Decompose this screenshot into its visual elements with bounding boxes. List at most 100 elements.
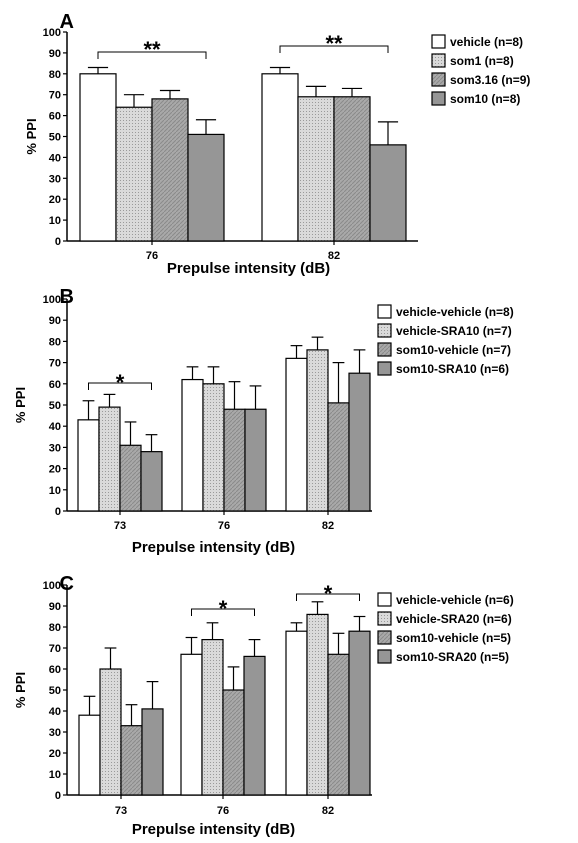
y-tick-label: 80 [49, 622, 61, 634]
y-tick-label: 50 [49, 400, 61, 412]
legend-swatch [431, 34, 446, 49]
legend-swatch [377, 323, 392, 338]
legend-entry: vehicle-SRA10 (n=7) [396, 324, 512, 338]
panel-label: C [60, 573, 74, 595]
y-tick-label: 100 [43, 294, 61, 306]
significance-marker: ** [325, 31, 343, 56]
bar [151, 98, 189, 242]
legend-swatch [431, 91, 446, 106]
bar [327, 402, 350, 512]
legend-entry: som1 (n=8) [450, 54, 514, 68]
y-tick-label: 70 [49, 643, 61, 655]
significance-marker: * [219, 596, 228, 621]
y-tick-label: 40 [49, 706, 61, 718]
bar [187, 133, 225, 242]
x-tick-label: 73 [114, 520, 126, 532]
significance-marker: ** [143, 37, 161, 62]
legend-swatch [377, 592, 392, 607]
bar [119, 444, 142, 512]
bar [120, 725, 143, 796]
x-axis-label: Prepulse intensity (dB) [132, 821, 295, 838]
bar [77, 419, 100, 512]
y-tick-label: 20 [49, 748, 61, 760]
legend-entry: vehicle-vehicle (n=8) [396, 305, 514, 319]
y-tick-label: 100 [43, 580, 61, 592]
panel-c: C 0 10 20 30 40 50 60 70 80 90 100 73 76 82 * * Prepulse … [13, 573, 514, 838]
significance-bracket [191, 608, 255, 616]
y-tick-label: 0 [55, 506, 61, 518]
bar [223, 408, 246, 512]
x-tick-label: 76 [146, 250, 158, 262]
x-tick-label: 82 [328, 250, 340, 262]
significance-marker: * [116, 370, 125, 395]
y-tick-label: 60 [49, 379, 61, 391]
bar [348, 630, 371, 796]
bar [327, 653, 350, 796]
bar [306, 613, 329, 796]
y-tick-label: 20 [49, 464, 61, 476]
y-tick-label: 60 [49, 664, 61, 676]
x-tick-label: 76 [218, 520, 230, 532]
bar [244, 408, 267, 512]
bar [348, 372, 371, 512]
bar [79, 73, 117, 242]
y-tick-label: 10 [49, 215, 61, 227]
legend-entry: som3.16 (n=9) [450, 73, 530, 87]
y-tick-label: 70 [49, 90, 61, 102]
y-tick-label: 30 [49, 442, 61, 454]
legend-entry: som10-SRA10 (n=6) [396, 362, 509, 376]
bar [78, 714, 101, 796]
y-tick-label: 30 [49, 727, 61, 739]
legend-entry: vehicle-SRA20 (n=6) [396, 612, 512, 626]
significance-bracket [88, 382, 152, 390]
y-tick-label: 40 [49, 152, 61, 164]
y-tick-label: 90 [49, 48, 61, 60]
bar [181, 378, 204, 512]
y-tick-label: 10 [49, 485, 61, 497]
significance-marker: * [324, 581, 333, 606]
legend-swatch [377, 304, 392, 319]
y-tick-label: 30 [49, 173, 61, 185]
legend-swatch [377, 611, 392, 626]
y-tick-label: 80 [49, 69, 61, 81]
y-tick-label: 70 [49, 358, 61, 370]
bar [297, 96, 335, 242]
bar [306, 349, 329, 512]
bar [180, 653, 203, 796]
bar [369, 144, 407, 242]
x-tick-label: 73 [115, 805, 127, 817]
x-tick-label: 82 [322, 805, 334, 817]
bar [140, 451, 163, 512]
bar [243, 655, 266, 796]
legend-swatch [377, 361, 392, 376]
y-tick-label: 0 [55, 236, 61, 248]
legend-entry: som10-vehicle (n=7) [396, 343, 511, 357]
y-tick-label: 40 [49, 421, 61, 433]
legend-swatch [431, 72, 446, 87]
panel-label: A [60, 11, 74, 33]
x-tick-label: 76 [217, 805, 229, 817]
bar [99, 668, 122, 796]
x-axis-label: Prepulse intensity (dB) [132, 539, 295, 556]
bar [333, 96, 371, 242]
panel-b: B 0 10 20 30 40 50 60 70 80 90 100 73 76 82 * Prepulse i… [13, 286, 514, 556]
bar [222, 689, 245, 796]
x-axis-label: Prepulse intensity (dB) [167, 260, 330, 277]
bar [98, 406, 121, 512]
y-axis-label: % PPI [13, 672, 28, 708]
legend-entry: som10-vehicle (n=5) [396, 631, 511, 645]
y-tick-label: 20 [49, 194, 61, 206]
y-tick-label: 90 [49, 315, 61, 327]
legend-entry: som10-SRA20 (n=5) [396, 650, 509, 664]
legend-swatch [377, 342, 392, 357]
y-tick-label: 100 [43, 27, 61, 39]
bar [202, 383, 225, 512]
y-tick-label: 60 [49, 111, 61, 123]
significance-bracket [97, 51, 207, 59]
x-tick-label: 82 [322, 520, 334, 532]
legend-entry: som10 (n=8) [450, 92, 520, 106]
y-tick-label: 90 [49, 601, 61, 613]
bar [285, 357, 308, 512]
y-axis-label: % PPI [24, 118, 39, 154]
